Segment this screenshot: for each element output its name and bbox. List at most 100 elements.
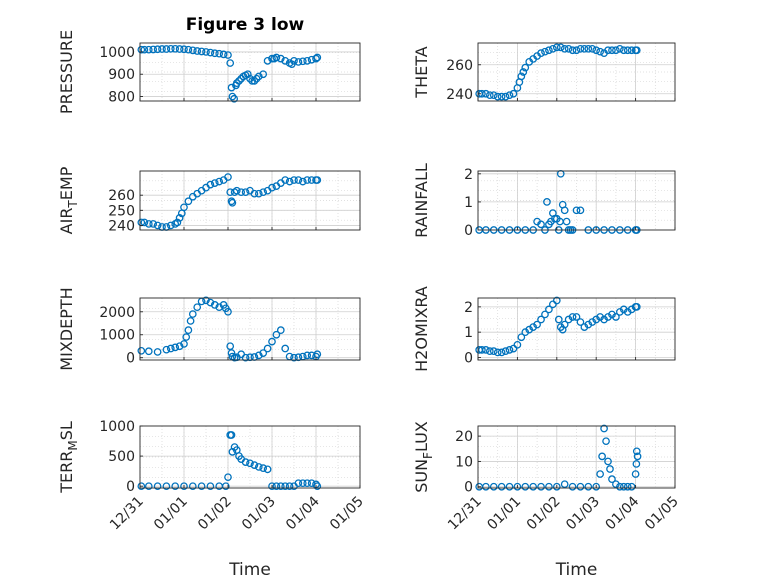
data-point [537, 482, 545, 491]
x-tick-label: 01/02 [524, 494, 564, 534]
data-point [140, 218, 149, 227]
data-point [604, 457, 612, 466]
data-point [489, 482, 498, 491]
y-tick-label: 0 [464, 223, 473, 239]
data-point [144, 347, 153, 356]
data-point [562, 217, 571, 226]
y-tick-label: 900 [108, 67, 135, 83]
data-point [221, 482, 230, 491]
data-point [166, 221, 175, 230]
y-axis-label: SUNFLUX [412, 421, 435, 493]
data-point [612, 46, 620, 55]
data-point [243, 70, 252, 79]
data-point [312, 54, 320, 63]
y-axis-label: AIRTEMP [57, 166, 80, 234]
data-point [166, 344, 175, 353]
data-series [137, 44, 322, 103]
data-point [576, 206, 585, 215]
data-point [556, 43, 565, 52]
data-point [632, 46, 641, 55]
data-point [166, 44, 175, 53]
data-point [541, 310, 549, 319]
data-point [149, 220, 158, 228]
data-series [137, 173, 322, 231]
data-point [552, 296, 561, 305]
subplot-h2omixra: 0 1 2 H2OMIXRA [412, 286, 676, 372]
data-point [184, 45, 193, 54]
y-tick-label: 260 [446, 58, 473, 74]
data-point [248, 77, 257, 85]
data-point [545, 305, 553, 314]
data-point [505, 346, 514, 354]
data-point [197, 47, 206, 56]
data-point [521, 63, 530, 72]
data-point [313, 53, 322, 62]
data-point [576, 44, 585, 53]
data-point [478, 346, 486, 354]
data-point [576, 482, 585, 491]
data-point [272, 330, 281, 339]
data-point [153, 221, 162, 230]
data-point [158, 45, 166, 53]
y-tick-label: 1 [464, 195, 473, 211]
data-point [250, 461, 259, 469]
data-point [592, 482, 601, 491]
data-point [513, 482, 522, 491]
data-point [313, 350, 322, 359]
data-point [202, 48, 210, 56]
data-point [517, 72, 526, 81]
data-point [619, 46, 628, 55]
y-tick-label: 2 [464, 167, 473, 183]
data-point [180, 340, 188, 348]
data-point [188, 46, 197, 55]
y-axis-label: THETA [412, 46, 431, 98]
data-point [560, 206, 569, 215]
data-point [580, 44, 589, 53]
data-point [162, 345, 171, 354]
data-point [184, 197, 193, 206]
x-tick-label: 01/05 [327, 494, 367, 534]
x-tick-label: 12/31 [445, 494, 485, 534]
data-point [485, 347, 494, 355]
y-tick-label: 1000 [99, 45, 135, 61]
data-point [137, 482, 146, 491]
data-point [162, 482, 171, 491]
data-point [568, 313, 577, 321]
data-point [303, 351, 312, 360]
data-point [588, 44, 597, 53]
data-point [608, 475, 616, 483]
x-tick-label: 01/01 [484, 494, 524, 534]
data-point [263, 56, 272, 65]
y-tick-label: 0 [126, 351, 135, 367]
y-tick-label: 1000 [99, 328, 135, 344]
data-point [537, 315, 545, 324]
data-point [237, 188, 246, 197]
data-point [307, 479, 316, 488]
y-tick-label: 250 [108, 203, 135, 219]
data-point [521, 482, 530, 491]
data-point [219, 50, 228, 59]
y-tick-label: 800 [108, 90, 135, 106]
data-point [232, 186, 241, 195]
x-tick-label: 12/31 [107, 494, 147, 534]
data-point [313, 482, 322, 491]
data-point [509, 344, 518, 353]
data-point [632, 447, 641, 456]
data-point [268, 337, 276, 346]
data-series [475, 296, 641, 357]
data-point [497, 482, 506, 491]
y-axis-label: PRESSURE [57, 30, 76, 114]
subplot-terr-msl: 0 500 1000 12/31 01/01 01/02 01/03 01/04 01/05 Ti… [57, 419, 367, 580]
axes-box [139, 425, 361, 489]
x-tick-label: 01/05 [642, 494, 682, 534]
y-tick-label: 0 [464, 350, 473, 366]
data-point [290, 353, 298, 362]
data-point [182, 333, 191, 341]
y-axis-label: RAINFALL [412, 163, 431, 238]
data-point [482, 482, 490, 491]
data-point [250, 77, 259, 85]
data-point [188, 310, 197, 318]
data-point [281, 56, 290, 65]
data-point [584, 482, 593, 491]
